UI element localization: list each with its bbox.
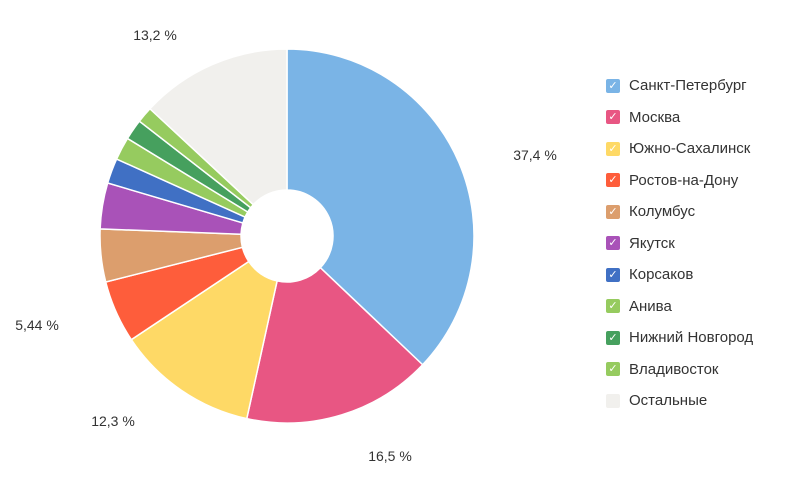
legend-item[interactable]: ✓ Якутск <box>606 228 753 260</box>
legend-item[interactable]: ✓ Москва <box>606 102 753 134</box>
legend-item[interactable]: ✓ Ростов-на-Дону <box>606 165 753 197</box>
pie-slice-2[interactable] <box>245 266 424 424</box>
legend-item[interactable]: ✓ Владивосток <box>606 354 753 386</box>
data-label: 16,5 % <box>368 448 412 464</box>
legend-label: Анива <box>629 297 672 315</box>
legend-label: Москва <box>629 108 681 126</box>
legend-checkbox-icon[interactable]: ✓ <box>606 362 620 377</box>
legend-item[interactable]: ✓ Южно-Сахалинск <box>606 133 753 165</box>
legend-item[interactable]: ✓ Колумбус <box>606 196 753 228</box>
pie-slice-3[interactable] <box>130 260 278 420</box>
legend-item[interactable]: ✓ Анива <box>606 291 753 323</box>
legend-item[interactable]: ✓ Остальные <box>606 385 753 417</box>
slice-labels: 37,4 % 16,5 % 12,3 % 5,44 % 13,2 % <box>15 27 557 464</box>
legend-checkbox-icon[interactable]: ✓ <box>606 78 620 93</box>
legend-item[interactable]: ✓ Корсаков <box>606 259 753 291</box>
pie-slice-11[interactable] <box>148 48 288 206</box>
legend-checkbox-icon[interactable]: ✓ <box>606 267 620 282</box>
legend-label: Ростов-на-Дону <box>629 171 739 189</box>
legend-checkbox-icon[interactable]: ✓ <box>606 299 620 314</box>
chart-legend: ✓ Санкт-Петербург ✓ Москва ✓ Южно-Сахалинск ✓ Р… <box>606 70 753 417</box>
pie-slices <box>99 48 475 424</box>
legend-label: Остальные <box>629 392 708 410</box>
legend-checkbox-icon[interactable]: ✓ <box>606 204 620 219</box>
legend-label: Якутск <box>629 234 675 252</box>
legend-item[interactable]: ✓ Санкт-Петербург <box>606 70 753 102</box>
legend-checkbox-icon[interactable]: ✓ <box>606 110 620 125</box>
pie-slice-1[interactable] <box>286 48 475 366</box>
data-label: 37,4 % <box>513 147 557 163</box>
legend-label: Корсаков <box>629 266 694 284</box>
legend-label: Южно-Сахалинск <box>629 140 751 158</box>
legend-checkbox-icon[interactable]: ✓ <box>606 141 620 156</box>
legend-label: Владивосток <box>629 360 719 378</box>
legend-label: Колумбус <box>629 203 696 221</box>
legend-label: Нижний Новгород <box>629 329 754 347</box>
legend-item[interactable]: ✓ Нижний Новгород <box>606 322 753 354</box>
data-label: 5,44 % <box>15 317 59 333</box>
legend-checkbox-icon[interactable]: ✓ <box>606 236 620 251</box>
legend-checkbox-icon[interactable]: ✓ <box>606 393 620 408</box>
legend-checkbox-icon[interactable]: ✓ <box>606 173 620 188</box>
data-label: 12,3 % <box>91 413 135 429</box>
legend-label: Санкт-Петербург <box>629 77 747 95</box>
legend-checkbox-icon[interactable]: ✓ <box>606 330 620 345</box>
data-label: 13,2 % <box>133 27 177 43</box>
